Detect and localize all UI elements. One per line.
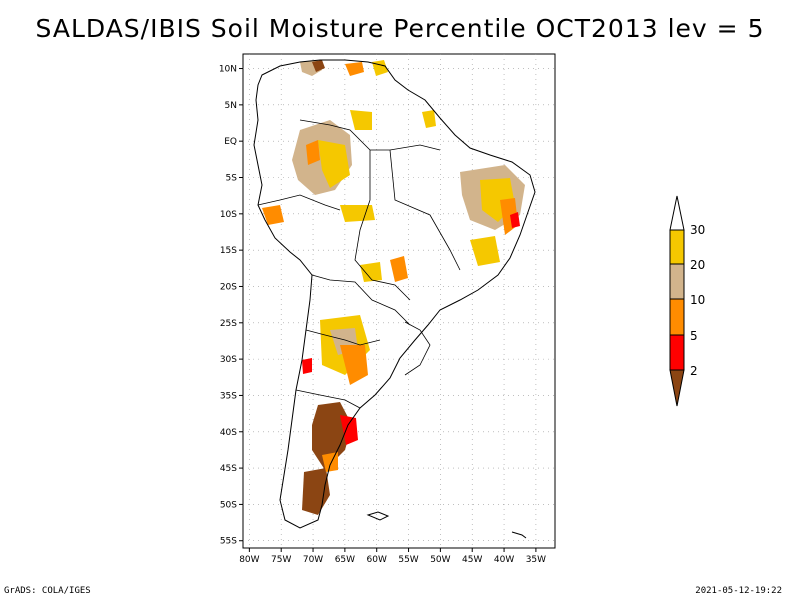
colorbar-top-triangle [669, 195, 685, 231]
lat-label: 5N [225, 101, 237, 111]
lon-label: 40W [494, 555, 514, 565]
region-orange-pantanal [390, 256, 408, 282]
colorbar-label-30: 30 [690, 223, 705, 237]
colorbar-label-10: 10 [690, 293, 705, 307]
region-red-cuyo [302, 358, 312, 374]
colorbar-orange [669, 298, 685, 336]
region-orange-chaco [340, 345, 368, 385]
lon-label: 60W [367, 555, 387, 565]
lon-label: 35W [526, 555, 546, 565]
region-brown-north [312, 60, 325, 72]
lat-label: 10S [220, 210, 237, 220]
lon-label: 70W [303, 555, 323, 565]
region-red-northeast [510, 212, 520, 228]
lat-label: 25S [220, 319, 237, 329]
lon-label: 80W [239, 555, 259, 565]
map-title: SALDAS/IBIS Soil Moisture Percentile OCT… [35, 14, 765, 43]
region-red-patagonia-edge [340, 415, 358, 445]
country-borders [257, 119, 461, 409]
colorbar: 30 20 10 5 2 [669, 195, 705, 407]
region-yellow-amazon-north [350, 110, 372, 130]
lat-label: 15S [220, 246, 237, 256]
region-yellow-central [340, 205, 375, 222]
falkland-islands [366, 511, 390, 521]
lon-label: 75W [271, 555, 291, 565]
colorbar-tan [669, 263, 685, 300]
colorbar-bottom-triangle [669, 369, 685, 407]
axis-ticks: 10N 5N EQ 5S 10S 15S 20S 25S 30S 35S 40S 45S 50S 55S8… [219, 65, 546, 565]
lat-label: 5S [226, 174, 238, 184]
region-brown-patagonia-south [302, 468, 330, 515]
region-orange-venezuela [345, 62, 364, 76]
lon-label: 50W [430, 555, 450, 565]
map-gridlines [243, 54, 555, 548]
colorbar-label-20: 20 [690, 258, 705, 272]
south-georgia [511, 531, 527, 539]
region-yellow-east [470, 236, 500, 266]
lat-label: 45S [220, 464, 237, 474]
lat-label: EQ [224, 137, 237, 147]
lon-label: 45W [462, 555, 482, 565]
lat-label: 40S [220, 428, 237, 438]
map-frame [242, 53, 556, 549]
region-orange-amazon-west [306, 140, 320, 165]
lat-label: 20S [220, 282, 237, 292]
footer-timestamp: 2021-05-12-19:22 [695, 586, 782, 596]
lat-label: 55S [220, 537, 237, 547]
colorbar-label-2: 2 [690, 364, 698, 378]
region-yellow-bolivia [360, 262, 382, 282]
region-orange-peru [262, 205, 284, 225]
lon-label: 65W [335, 555, 355, 565]
lat-label: 10N [219, 65, 237, 75]
region-yellow-venezuela [372, 60, 388, 76]
percentile-regions [262, 60, 525, 515]
lat-label: 35S [220, 391, 237, 401]
lat-label: 50S [220, 500, 237, 510]
lat-label: 30S [220, 355, 237, 365]
region-yellow-amazon-west [318, 140, 350, 188]
coastline [253, 59, 536, 529]
lon-label: 55W [398, 555, 418, 565]
colorbar-yellow [669, 229, 685, 265]
region-yellow-guiana [422, 110, 436, 128]
colorbar-label-5: 5 [690, 329, 698, 343]
footer-credit: GrADS: COLA/IGES [4, 586, 91, 596]
colorbar-red [669, 334, 685, 371]
